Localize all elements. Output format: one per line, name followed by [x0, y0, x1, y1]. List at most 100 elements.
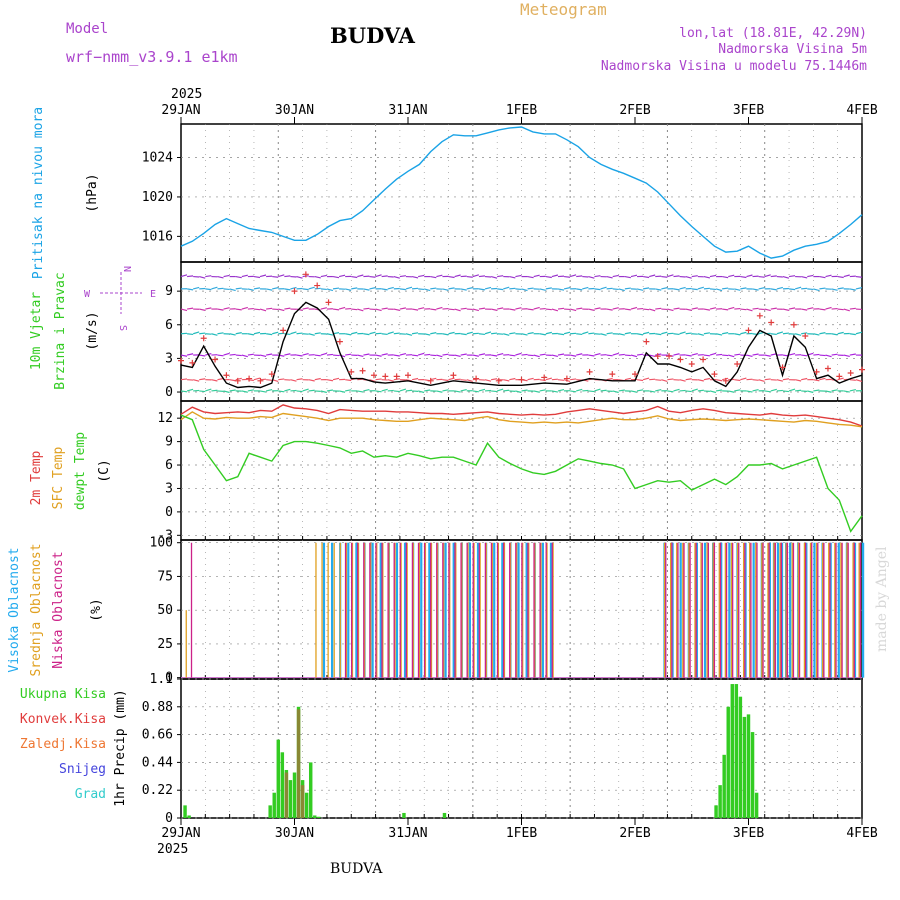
wind-barb [734, 389, 741, 392]
wind-barb [685, 354, 692, 357]
wind-barb [685, 378, 692, 381]
wind-barb [849, 288, 856, 291]
cloud-bar-high_cloud [703, 542, 707, 678]
wind-barb [734, 353, 741, 356]
wind-barb [843, 354, 850, 358]
wind-barb [801, 354, 808, 357]
y-tick-label: 1.1 [150, 672, 173, 687]
wind-barb [685, 308, 692, 311]
wind-barb [612, 390, 619, 394]
wind-barb [235, 354, 242, 357]
wind-gust-marker [666, 353, 673, 360]
cloud-bar-high_cloud [444, 542, 447, 678]
wind-barb [509, 332, 516, 335]
wind-barb [448, 287, 455, 290]
precip-bar-total_rain [313, 815, 317, 818]
wind-barb [734, 379, 741, 382]
wind-barb [703, 332, 710, 335]
pressure-line [180, 126, 863, 259]
wind-barb [259, 274, 267, 278]
wind-barb [685, 275, 692, 279]
wind-barb [381, 275, 388, 278]
wind-barb [606, 275, 613, 279]
wind-barb [709, 307, 717, 310]
wind-barb [393, 332, 400, 335]
panel-frame [180, 123, 863, 263]
wind-barb [533, 390, 540, 393]
wind-barb [722, 332, 729, 335]
wind-barb [290, 286, 297, 290]
wind-barb [241, 306, 248, 310]
wind-barb [801, 275, 808, 279]
precip-bar-total_rain [276, 739, 281, 818]
wind-barb [509, 377, 516, 381]
wind-gust-marker [325, 299, 332, 306]
date-label-bottom: 29JAN [161, 826, 200, 841]
wind-barb [770, 288, 777, 291]
wind-barb [837, 331, 844, 335]
wind-gust-marker [632, 371, 638, 378]
wind-barb [290, 379, 297, 382]
wind-barb [807, 274, 814, 278]
wind-barb [758, 379, 765, 383]
wind-barb [703, 354, 710, 357]
wind-barb [600, 286, 607, 290]
wind-barb [393, 390, 400, 393]
wind-barb [497, 388, 504, 392]
wind-barb [825, 390, 832, 393]
wind-barb [722, 275, 729, 279]
wind-barb [205, 288, 212, 291]
y-tick-label: 25 [157, 637, 173, 652]
wind-barb [326, 389, 334, 392]
wind-barb [551, 378, 558, 381]
wind-barb [460, 379, 467, 381]
wind-gust-marker [711, 371, 718, 378]
wind-barb [527, 332, 534, 335]
precip-bar-total_rain [726, 706, 730, 818]
wind-gust-marker [393, 373, 400, 380]
wind-barb [241, 354, 248, 358]
wind-barb [636, 333, 644, 336]
wind-barb [570, 354, 577, 357]
wind-gust-marker [268, 371, 275, 378]
wind-barb [308, 286, 315, 290]
wind-gust-marker [700, 356, 707, 363]
wind-barb [497, 352, 504, 356]
precip-legend-label: Ukupna Kisa [20, 687, 106, 702]
wind-barb [199, 332, 206, 335]
wind-barb [618, 353, 625, 356]
cloud-bar-high_cloud [728, 542, 731, 678]
wind-barb [217, 354, 224, 357]
pressure-unit: (hPa) [85, 173, 100, 212]
wind-barb [193, 379, 200, 382]
wind-barb [722, 377, 729, 381]
year-bottom: 2025 [157, 842, 188, 857]
wind-barb [624, 275, 631, 279]
precip-bar-total_rain [402, 812, 406, 818]
wind-gust-marker [824, 365, 831, 372]
precip-bar-total_rain [280, 752, 285, 818]
wind-barb [588, 308, 595, 311]
wind-barb [448, 377, 455, 381]
precip-bar-total_rain [187, 815, 191, 818]
wind-barb [691, 275, 698, 278]
wind-barb [387, 331, 394, 335]
cloud-bar-high_cloud [379, 542, 382, 678]
wind-barb [734, 288, 741, 291]
wind-barb [807, 390, 814, 394]
wind-barb [436, 390, 443, 393]
wind-barb [782, 308, 790, 311]
wind-barb [831, 307, 838, 310]
wind-barb [788, 388, 796, 392]
wind-barb [460, 288, 467, 291]
cloud-bar-high_cloud [468, 542, 472, 678]
wind-barb [679, 379, 686, 382]
wind-barb [539, 389, 546, 392]
wind-barb [357, 308, 364, 312]
wind-axis-subtitle: Brzina i Pravac [53, 272, 68, 389]
wind-barb [533, 274, 540, 278]
wind-gust-marker [643, 338, 650, 345]
cloud-bar-high_cloud [805, 542, 808, 678]
wind-barb [752, 388, 759, 392]
y-tick-label: 75 [157, 569, 173, 584]
